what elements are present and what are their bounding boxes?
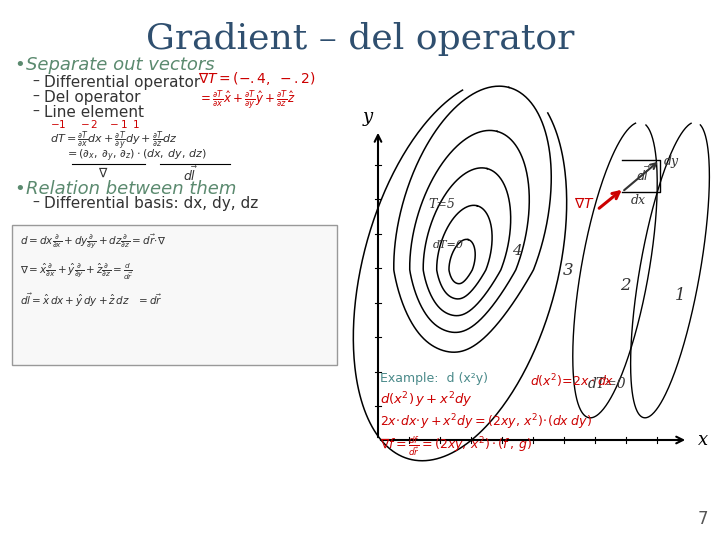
Text: $d(x^2)\,y + x^2 dy$: $d(x^2)\,y + x^2 dy$ — [380, 390, 473, 410]
Text: dT=0: dT=0 — [588, 377, 626, 391]
Text: $\nabla = \hat{x}\frac{\partial}{\partial x} + \hat{y}\frac{\partial}{\partial y: $\nabla = \hat{x}\frac{\partial}{\partia… — [20, 262, 134, 282]
Bar — [12, 225, 337, 365]
Text: –: – — [32, 75, 39, 89]
Text: $= (\partial_x,\, \partial_y,\, \partial_z) \cdot (dx,\, dy,\, dz)$: $= (\partial_x,\, \partial_y,\, \partial… — [65, 148, 207, 164]
Text: dy: dy — [664, 156, 679, 168]
Text: Differential basis: dx, dy, dz: Differential basis: dx, dy, dz — [44, 196, 258, 211]
Text: 2: 2 — [620, 277, 631, 294]
Text: $2x\!\cdot\! dx\!\cdot\! y + x^2 dy = (2xy,\, x^2)\!\cdot\!(dx\; dy)$: $2x\!\cdot\! dx\!\cdot\! y + x^2 dy = (2… — [380, 412, 592, 431]
Text: $\nabla T = (-.4, \;-.2)$: $\nabla T = (-.4, \;-.2)$ — [198, 70, 316, 87]
Text: Relation between them: Relation between them — [26, 180, 236, 198]
Text: $-1 \quad\; -2 \quad -1 \;\; 1$: $-1 \quad\; -2 \quad -1 \;\; 1$ — [50, 118, 140, 130]
Text: 1: 1 — [675, 287, 685, 304]
Text: $= \frac{\partial T}{\partial x}\hat{x} + \frac{\partial T}{\partial y}\hat{y} +: $= \frac{\partial T}{\partial x}\hat{x} … — [198, 88, 296, 111]
Text: dx: dx — [631, 194, 646, 207]
Text: –: – — [32, 196, 39, 210]
Text: Del operator: Del operator — [44, 90, 140, 105]
Text: •: • — [14, 56, 24, 74]
Text: y: y — [363, 108, 373, 126]
Text: 3: 3 — [563, 262, 574, 279]
Text: Line element: Line element — [44, 105, 144, 120]
Text: T=5: T=5 — [428, 198, 456, 211]
Text: Differential operator: Differential operator — [44, 75, 200, 90]
Text: $\nabla$: $\nabla$ — [98, 166, 109, 179]
Text: dT=0: dT=0 — [433, 240, 464, 250]
Text: •: • — [14, 180, 24, 198]
Text: $d = dx\frac{\partial}{\partial x} + dy\frac{\partial}{\partial y} + dz\frac{\pa: $d = dx\frac{\partial}{\partial x} + dy\… — [20, 233, 166, 252]
Text: $\nabla T$: $\nabla T$ — [574, 197, 595, 212]
Text: Separate out vectors: Separate out vectors — [26, 56, 215, 74]
Text: $\nabla f = \frac{df}{d\vec{r}} = (2xy,\, x^2)\cdot(f\,,\; g)$: $\nabla f = \frac{df}{d\vec{r}} = (2xy,\… — [380, 435, 533, 458]
Text: $d\vec{l}$: $d\vec{l}$ — [183, 166, 198, 184]
Text: $d(x^2)\!=\!2x\cdot dx$: $d(x^2)\!=\!2x\cdot dx$ — [530, 372, 614, 389]
Text: $d\vec{l}$: $d\vec{l}$ — [636, 166, 652, 184]
Text: $dT = \frac{\partial T}{\partial x}dx + \frac{\partial T}{\partial y}dy + \frac{: $dT = \frac{\partial T}{\partial x}dx + … — [50, 130, 178, 153]
Text: Gradient – del operator: Gradient – del operator — [146, 22, 574, 56]
Text: –: – — [32, 90, 39, 104]
Text: 7: 7 — [698, 510, 708, 528]
Text: 4: 4 — [512, 244, 522, 258]
Text: $d\vec{l} = \hat{x}\,dx + \hat{y}\,dy + \hat{z}\,dz \;\;\; = d\vec{r}$: $d\vec{l} = \hat{x}\,dx + \hat{y}\,dy + … — [20, 292, 163, 309]
Text: Example:  d (x²y): Example: d (x²y) — [380, 372, 488, 385]
Text: –: – — [32, 105, 39, 119]
Text: x: x — [698, 431, 708, 449]
